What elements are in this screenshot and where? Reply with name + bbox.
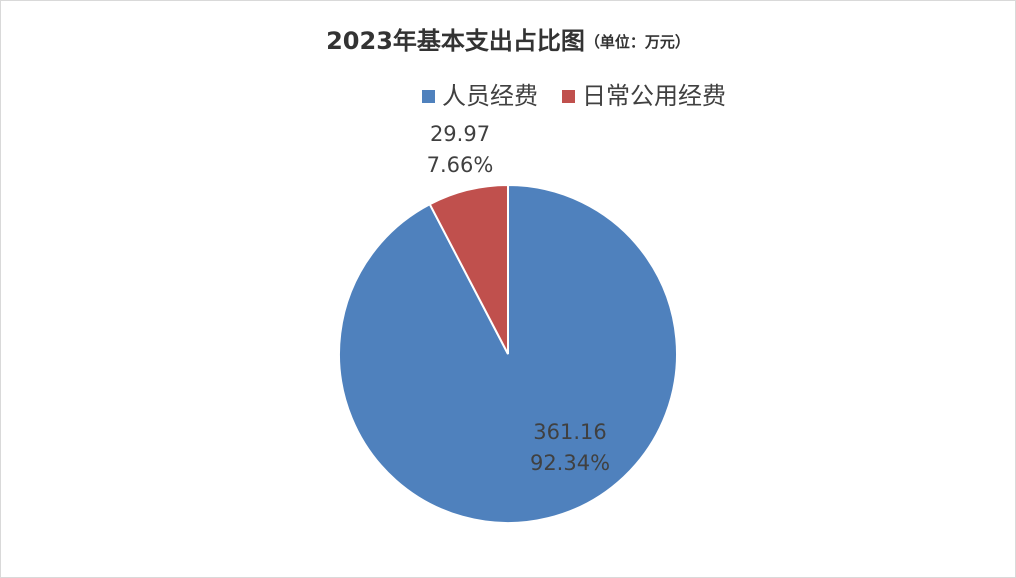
legend-label: 人员经费 <box>442 82 538 110</box>
chart-title: 2023年基本支出占比图 <box>326 27 585 55</box>
data-label-percent: 92.34% <box>530 451 610 475</box>
data-label-percent: 7.66% <box>427 153 494 177</box>
legend-swatch <box>562 90 575 103</box>
chart-subtitle: （单位：万元） <box>585 33 690 51</box>
pie-slice <box>428 183 509 355</box>
legend-swatch <box>422 90 435 103</box>
legend-label: 日常公用经费 <box>582 82 726 110</box>
data-label-value: 29.97 <box>430 122 490 146</box>
chart-title-group: 2023年基本支出占比图（单位：万元） <box>326 27 690 55</box>
data-label-value: 361.16 <box>533 420 606 444</box>
